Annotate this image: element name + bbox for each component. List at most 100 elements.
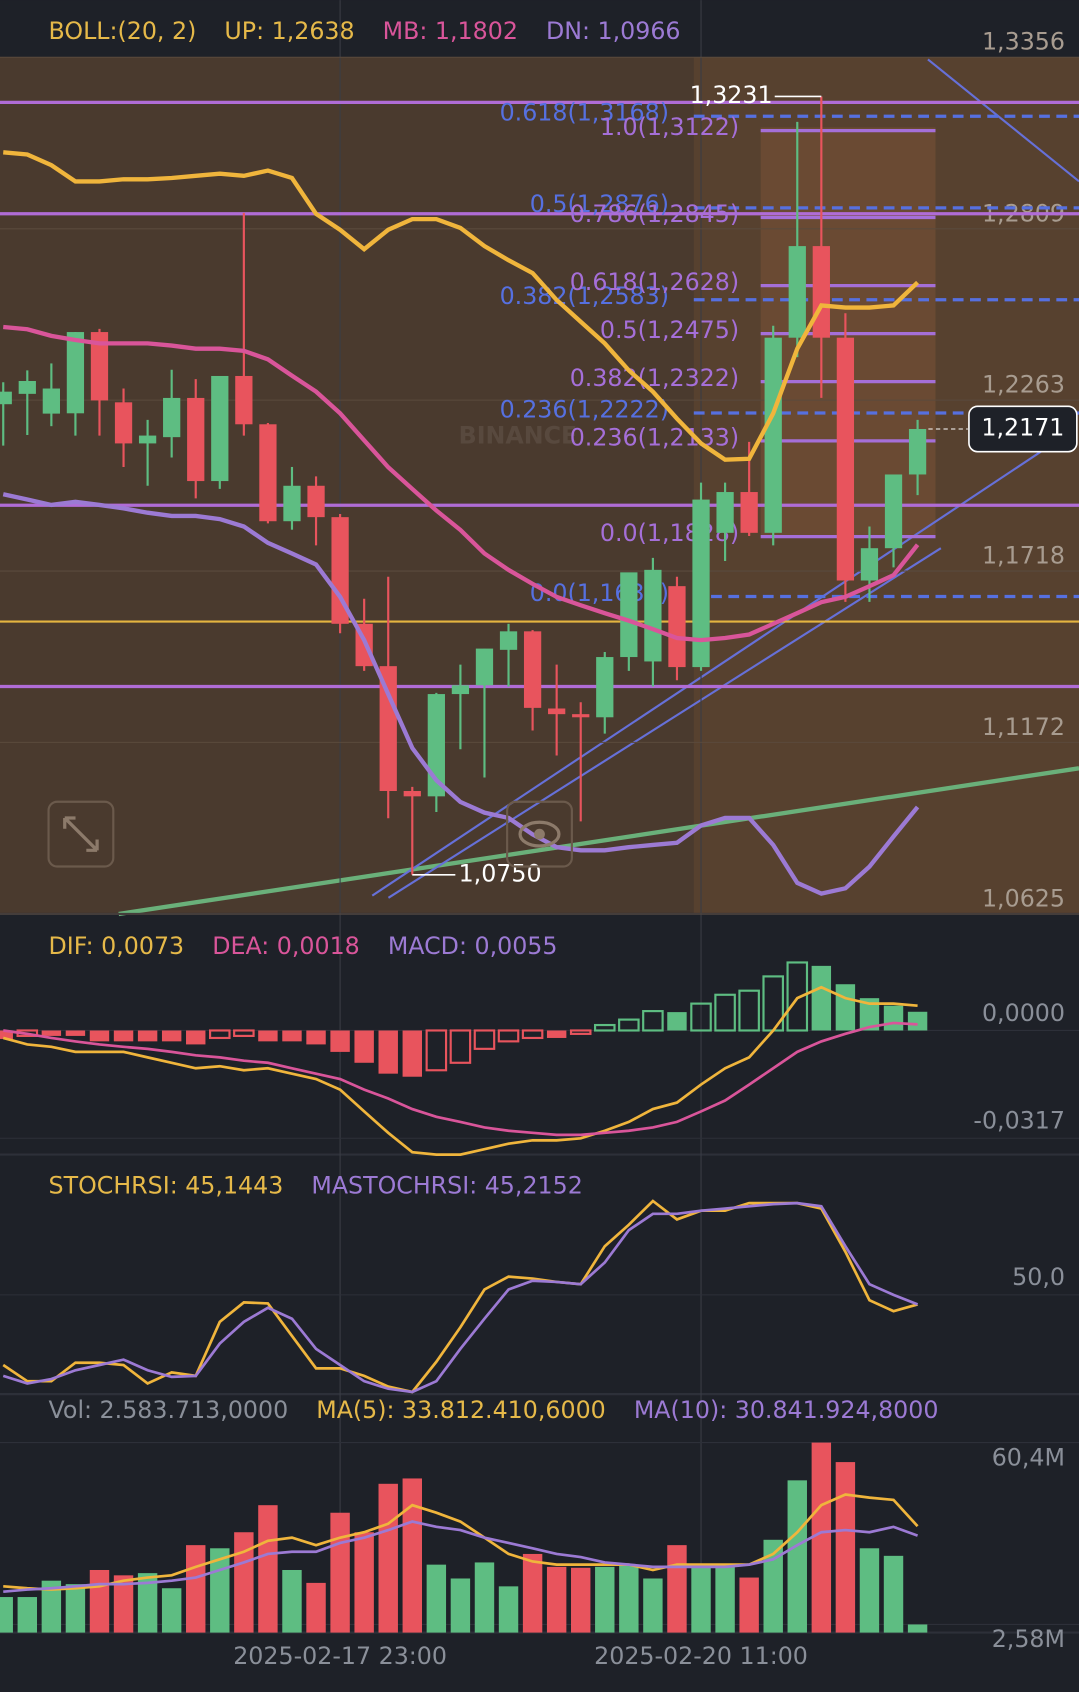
- macd-bar: [113, 1030, 134, 1042]
- volume-bar: [643, 1578, 663, 1633]
- candle-body: [403, 791, 421, 797]
- fib-label: 0.236(1,2133): [570, 423, 739, 451]
- volume-bar: [330, 1512, 350, 1633]
- volume-bar: [739, 1577, 759, 1633]
- candle-body: [716, 492, 734, 533]
- volume-bar: [907, 1624, 928, 1633]
- y-tick-label: 50,0: [1012, 1263, 1065, 1291]
- macd-bar: [473, 1029, 496, 1050]
- volume-bar: [763, 1539, 783, 1633]
- candle-body: [692, 499, 710, 668]
- macd-bar: [425, 1029, 448, 1072]
- candle-body: [764, 337, 782, 533]
- macd-bar: [41, 1030, 62, 1036]
- volume-bar: [883, 1555, 904, 1633]
- volume-bar: [811, 1442, 832, 1633]
- volume-bar: [859, 1548, 880, 1633]
- indicator-line: [3, 1021, 918, 1137]
- macd-bar: [497, 1029, 520, 1043]
- macd-bar: [402, 1030, 422, 1077]
- eye-icon[interactable]: [518, 820, 561, 848]
- legend-entry: MB: 1,1802: [383, 17, 518, 45]
- macd-bar: [642, 1010, 664, 1032]
- macd-bar: [0, 1030, 13, 1039]
- candle-body: [548, 708, 566, 715]
- candle-body: [788, 246, 806, 338]
- legend-entry: DEA: 0,0018: [212, 932, 360, 960]
- legend-entry: MACD: 0,0055: [388, 932, 558, 960]
- volume-bar: [282, 1569, 302, 1633]
- candle-body: [668, 586, 686, 668]
- macd-bar: [738, 989, 760, 1032]
- trend-line: [118, 766, 1079, 917]
- macd-bar: [65, 1030, 86, 1036]
- macd-bar: [186, 1030, 206, 1045]
- volume-bar: [89, 1569, 110, 1633]
- fib-label: 1.0(1,3122): [600, 113, 739, 141]
- macd-bar: [569, 1029, 592, 1035]
- expand-icon[interactable]: [63, 816, 99, 852]
- legend-entry: STOCHRSI: 45,1443: [49, 1171, 284, 1199]
- fib-label: 0.618(1,2628): [570, 268, 739, 296]
- expand-frame[interactable]: [47, 800, 115, 868]
- last-price-box: [968, 405, 1078, 453]
- eye-pupil[interactable]: [534, 828, 545, 840]
- candle-body: [331, 517, 349, 624]
- legend-entry: BOLL:(20, 2): [49, 17, 197, 45]
- volume-bar: [522, 1553, 543, 1633]
- visibility-button[interactable]: [506, 800, 573, 868]
- macd-bar: [883, 1005, 904, 1031]
- macd-bar: [690, 1002, 712, 1032]
- candle-body: [211, 375, 229, 482]
- legend-entry: MA(5): 33.812.410,6000: [316, 1396, 606, 1424]
- candle-body: [908, 428, 927, 475]
- candle-body: [18, 380, 36, 394]
- volume-bar: [619, 1564, 639, 1633]
- candle-body: [379, 666, 397, 792]
- candle-body: [812, 246, 830, 338]
- visibility-frame[interactable]: [506, 800, 573, 868]
- volume-bar: [595, 1566, 615, 1633]
- macd-bar: [89, 1030, 110, 1042]
- volume-bar: [41, 1580, 62, 1633]
- candle-body: [860, 548, 879, 581]
- trend-line: [927, 58, 1079, 183]
- candle-body: [596, 657, 614, 718]
- volume-bar: [354, 1532, 374, 1633]
- volume-bar: [787, 1480, 807, 1633]
- boll-line: [3, 150, 920, 462]
- volume-bar: [65, 1584, 86, 1633]
- candle-body: [0, 391, 12, 405]
- volume-bar: [113, 1575, 134, 1633]
- candle-body: [644, 569, 662, 662]
- macd-bar: [137, 1030, 158, 1042]
- candle-body: [307, 485, 325, 518]
- fib-label: 0.0(1,1828): [600, 519, 739, 547]
- candle-body: [499, 631, 518, 650]
- volume-bar: [0, 1597, 13, 1633]
- volume-bar: [835, 1462, 856, 1633]
- y-tick-label: 60,4M: [992, 1443, 1065, 1471]
- legend-entry: Vol: 2.583.713,0000: [49, 1396, 289, 1424]
- fib-label: 0.382(1,2322): [570, 364, 739, 392]
- candle-body: [235, 375, 253, 425]
- candle-body: [138, 435, 157, 444]
- macd-bar: [306, 1030, 326, 1045]
- trend-line: [371, 436, 1064, 897]
- macd-bar: [258, 1030, 278, 1042]
- x-tick-label: 2025-02-20 11:00: [594, 1642, 808, 1670]
- macd-bar: [449, 1029, 472, 1064]
- expand-button[interactable]: [47, 800, 115, 868]
- macd-bar: [330, 1030, 350, 1052]
- volume-bar: [450, 1578, 471, 1633]
- volume-bar: [691, 1566, 711, 1633]
- volume-bar: [161, 1588, 182, 1633]
- volume-bar: [306, 1582, 326, 1633]
- volume-bar: [137, 1573, 158, 1633]
- volume-bar: [546, 1566, 567, 1633]
- indicator-line: [2, 985, 918, 1156]
- candle-body: [163, 397, 181, 438]
- x-tick-label: 2025-02-17 23:00: [233, 1642, 447, 1670]
- indicator-line: [3, 1520, 919, 1594]
- candle-body: [740, 492, 758, 533]
